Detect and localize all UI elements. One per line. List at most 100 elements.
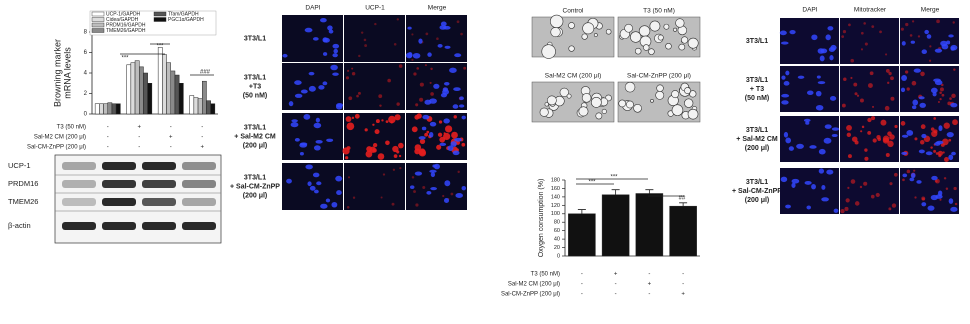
lipid-droplet <box>566 93 572 99</box>
red-signal <box>905 22 909 27</box>
lipid-droplet <box>681 36 689 44</box>
nucleus <box>433 83 440 89</box>
treatment-sign: - <box>648 272 650 278</box>
treatment-sign: - <box>581 282 583 288</box>
lipid-droplet <box>568 22 575 29</box>
nucleus <box>948 198 954 204</box>
red-signal <box>439 136 446 143</box>
lipid-droplet <box>549 14 564 29</box>
error-bar <box>577 209 586 214</box>
red-signal <box>388 115 396 124</box>
row-label: (50 nM) <box>243 92 268 99</box>
red-signal <box>380 196 383 199</box>
red-signal <box>430 92 434 96</box>
column-header: Merge <box>428 5 447 12</box>
lipid-droplet <box>684 87 691 95</box>
red-signal <box>900 121 906 126</box>
red-signal <box>875 192 880 198</box>
nucleus <box>913 68 921 73</box>
nucleus <box>305 164 313 170</box>
row-label: +T3 <box>249 83 261 90</box>
nucleus <box>335 175 343 182</box>
micrograph <box>344 113 405 160</box>
red-signal <box>843 77 847 82</box>
red-signal <box>913 169 916 172</box>
red-signal <box>888 207 892 211</box>
image-label: Sal-CM-ZnPP (200 μl) <box>627 73 691 80</box>
nucleus <box>429 169 437 173</box>
nucleus <box>781 93 790 98</box>
red-signal <box>871 116 876 121</box>
nucleus <box>315 117 320 123</box>
nucleus <box>452 104 459 109</box>
red-signal <box>345 76 350 80</box>
treatment-sign: + <box>614 272 618 278</box>
micrograph <box>900 18 959 64</box>
y-tick-label: 4 <box>84 71 88 77</box>
nucleus <box>948 154 954 161</box>
lipid-droplet <box>649 20 661 32</box>
lipid-droplet <box>665 42 672 50</box>
row-label: + T3 <box>750 86 764 93</box>
y-tick-label: 8 <box>84 30 88 36</box>
bar <box>134 60 140 115</box>
nucleus <box>452 150 460 156</box>
nucleus <box>322 81 328 86</box>
red-signal <box>870 194 875 199</box>
red-signal <box>871 25 875 29</box>
legend-swatch <box>91 11 105 17</box>
bracket <box>576 178 684 197</box>
red-signal <box>949 97 952 100</box>
red-signal <box>375 119 380 124</box>
bar <box>166 62 172 115</box>
nucleus <box>303 114 311 120</box>
y-tick-label: 180 <box>551 177 560 183</box>
nucleus <box>829 55 834 61</box>
red-signal <box>900 27 904 31</box>
lipid-droplet <box>630 31 642 43</box>
red-signal <box>869 71 874 76</box>
red-signal <box>920 71 925 77</box>
red-signal <box>369 146 376 153</box>
red-signal <box>394 114 401 121</box>
bar <box>94 103 100 115</box>
lipid-droplet <box>673 27 678 32</box>
red-signal <box>842 30 847 34</box>
red-signal <box>942 151 945 154</box>
red-signal <box>854 140 859 145</box>
nucleus <box>811 184 816 190</box>
micrograph <box>780 66 839 112</box>
nucleus <box>821 197 829 202</box>
red-signal <box>385 140 390 146</box>
legend-label: Tfam/GAPDH <box>168 11 199 17</box>
nucleus <box>921 202 927 207</box>
nucleus <box>919 102 926 108</box>
red-signal <box>346 122 355 131</box>
legend-swatch <box>153 11 167 17</box>
nucleus <box>934 48 943 53</box>
nucleus <box>418 38 423 44</box>
lipid-droplet <box>544 102 549 107</box>
blot-band <box>142 222 176 230</box>
column-header: UCP-1 <box>365 5 385 12</box>
red-signal <box>390 121 393 124</box>
red-signal <box>356 94 359 98</box>
red-signal <box>904 70 909 74</box>
lipid-droplet <box>590 96 602 108</box>
treatment-sign: + <box>137 125 141 131</box>
nucleus <box>461 185 467 191</box>
nucleus <box>290 122 299 128</box>
red-signal <box>451 131 458 139</box>
red-signal <box>387 78 391 83</box>
bar <box>139 66 144 115</box>
red-signal <box>347 176 351 179</box>
nucleus <box>833 208 839 213</box>
nucleus <box>831 127 840 131</box>
red-signal <box>422 186 426 190</box>
treatment-sign: - <box>107 125 109 131</box>
red-signal <box>436 144 442 150</box>
nucleus <box>916 180 922 184</box>
nucleus <box>421 126 427 131</box>
lipid-droplet <box>559 87 569 97</box>
nucleus <box>931 175 938 181</box>
